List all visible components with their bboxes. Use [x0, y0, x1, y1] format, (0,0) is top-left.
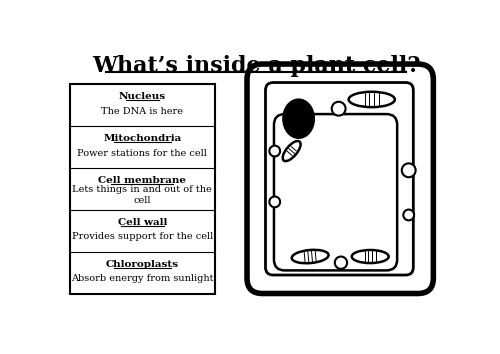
- FancyBboxPatch shape: [247, 64, 434, 293]
- Circle shape: [335, 257, 347, 269]
- Text: Cell wall: Cell wall: [118, 218, 167, 227]
- Ellipse shape: [282, 141, 300, 161]
- Circle shape: [332, 102, 345, 116]
- Text: Power stations for the cell: Power stations for the cell: [78, 149, 207, 158]
- Text: Absorb energy from sunlight: Absorb energy from sunlight: [71, 274, 214, 283]
- Circle shape: [270, 196, 280, 207]
- Text: The DNA is here: The DNA is here: [102, 107, 184, 116]
- FancyBboxPatch shape: [70, 84, 214, 293]
- Text: What’s inside a plant cell?: What’s inside a plant cell?: [92, 55, 420, 77]
- Text: Lets things in and out of the
cell: Lets things in and out of the cell: [72, 185, 212, 205]
- Ellipse shape: [283, 99, 314, 138]
- Circle shape: [402, 163, 415, 177]
- Text: Provides support for the cell: Provides support for the cell: [72, 233, 213, 241]
- FancyBboxPatch shape: [266, 82, 414, 275]
- Ellipse shape: [348, 92, 395, 107]
- Text: Cell membrane: Cell membrane: [98, 176, 186, 185]
- Circle shape: [270, 145, 280, 156]
- Text: Chloroplasts: Chloroplasts: [106, 260, 179, 269]
- Text: Mitochondria: Mitochondria: [103, 134, 182, 143]
- Text: Nucleus: Nucleus: [118, 92, 166, 101]
- Ellipse shape: [352, 250, 389, 263]
- FancyBboxPatch shape: [274, 114, 397, 270]
- Circle shape: [404, 210, 414, 220]
- Ellipse shape: [292, 250, 329, 263]
